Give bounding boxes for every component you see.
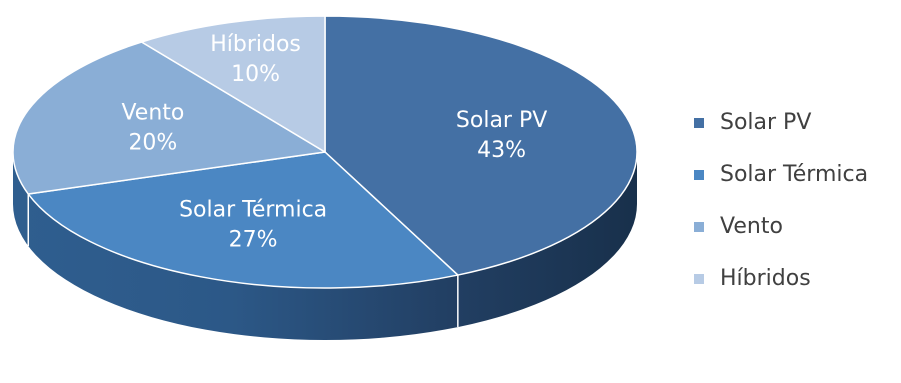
data-label-value-solar-termica: 27% bbox=[229, 227, 278, 252]
legend-label-solar-termica: Solar Térmica bbox=[720, 162, 868, 187]
pie-side-wall-shape bbox=[13, 152, 637, 340]
pie-top-face bbox=[12, 15, 638, 289]
legend-label-vento: Vento bbox=[720, 214, 783, 239]
data-label-category-hibridos: Híbridos bbox=[210, 32, 301, 57]
legend-marker-solar-termica bbox=[694, 170, 704, 180]
data-label-category-solar-pv: Solar PV bbox=[456, 108, 547, 133]
legend-label-solar-pv: Solar PV bbox=[720, 110, 811, 135]
legend-marker-hibridos bbox=[694, 274, 704, 284]
data-label-value-hibridos: 10% bbox=[231, 62, 280, 87]
chart-legend: Solar PV Solar Térmica Vento Híbridos bbox=[694, 110, 868, 291]
legend-label-hibridos: Híbridos bbox=[720, 266, 811, 291]
pie-slice-hibridos bbox=[140, 15, 326, 153]
legend-marker-vento bbox=[694, 222, 704, 232]
pie-data-labels: Solar PV 43% Solar Térmica 27% Vento 20% Híbri… bbox=[121, 32, 547, 253]
pie-slice-solar-termica bbox=[27, 151, 459, 289]
pie-side-wall bbox=[13, 152, 637, 340]
data-label-category-solar-termica: Solar Térmica bbox=[179, 197, 327, 222]
data-label-category-vento: Vento bbox=[121, 101, 184, 126]
pie-slice-solar-pv bbox=[324, 15, 638, 276]
data-label-value-vento: 20% bbox=[128, 131, 177, 156]
legend-marker-solar-pv bbox=[694, 118, 704, 128]
data-label-value-solar-pv: 43% bbox=[477, 138, 526, 163]
pie-slice-vento bbox=[12, 41, 326, 195]
